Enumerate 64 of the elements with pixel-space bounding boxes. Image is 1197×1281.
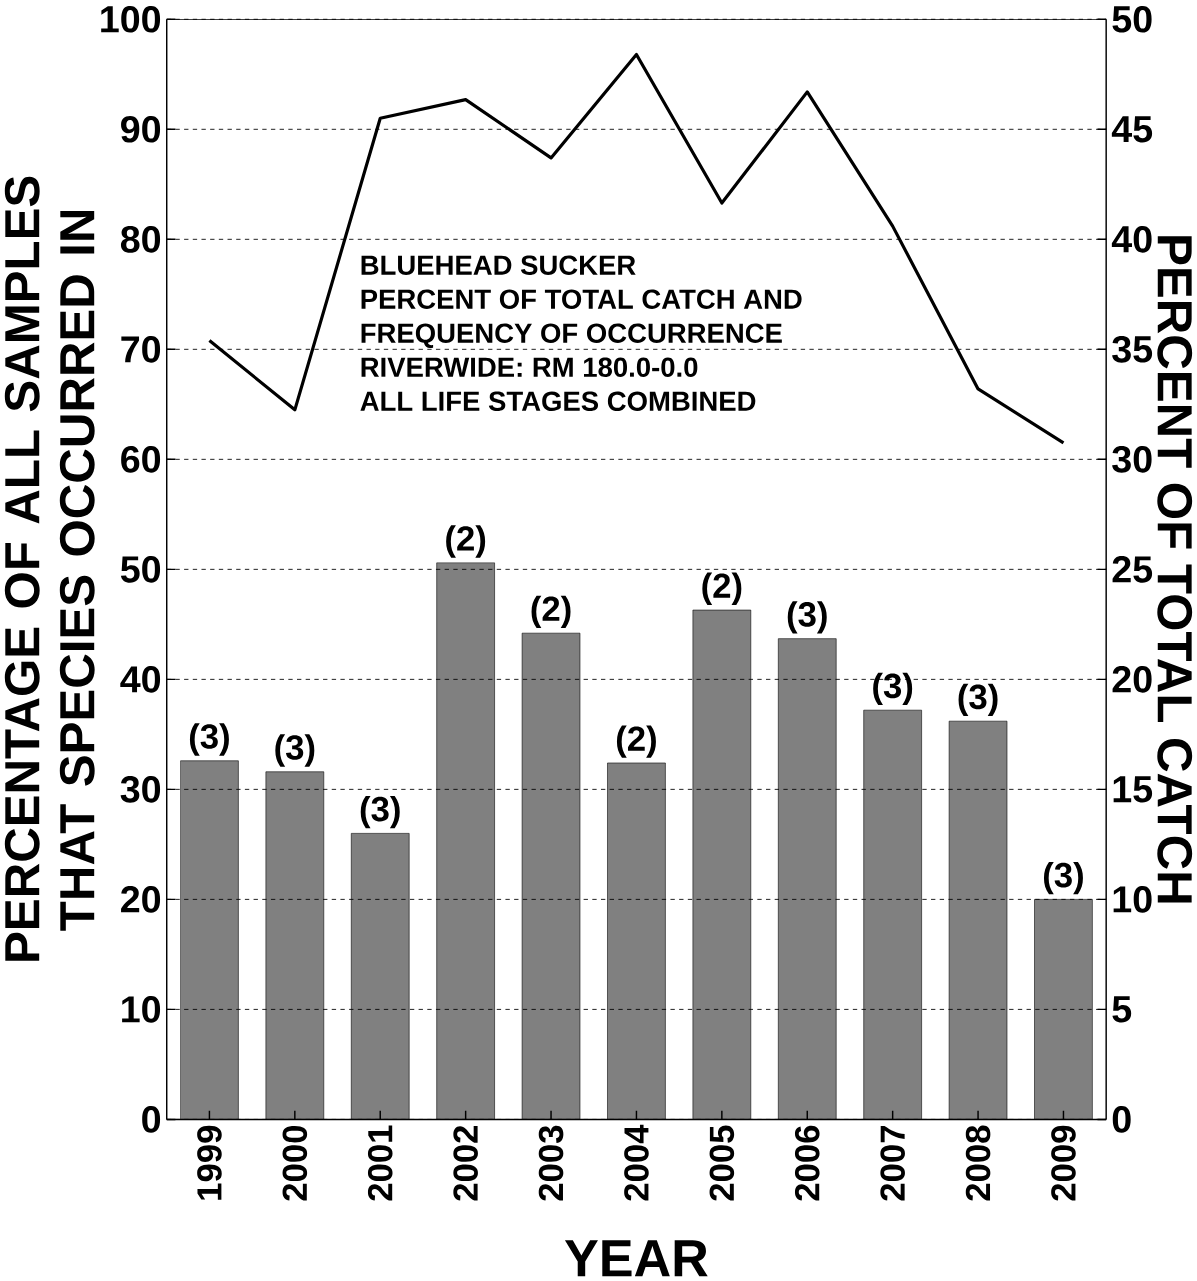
- bar: [1034, 899, 1093, 1120]
- annotation: (3): [1043, 861, 1083, 895]
- annotation: (3): [958, 683, 998, 717]
- annotation: (3): [873, 672, 913, 706]
- y2-tick-label: 35: [1112, 335, 1153, 363]
- y-tick-label: 0: [142, 1106, 161, 1133]
- bar: [436, 562, 495, 1120]
- y-tick-label: 10: [122, 996, 161, 1023]
- y2-tick-label: 50: [1112, 5, 1152, 33]
- y-tick-label: 100: [101, 5, 161, 33]
- y-tick-label: 50: [120, 556, 161, 583]
- y2-tick-label: 25: [1112, 556, 1153, 583]
- y-tick-label: 60: [121, 446, 161, 473]
- y2-tick-label: 10: [1113, 886, 1152, 913]
- bar: [863, 709, 922, 1120]
- annotation: (3): [360, 795, 400, 829]
- bar: [948, 720, 1008, 1120]
- annotation: (2): [616, 725, 656, 758]
- bar: [778, 638, 837, 1120]
- line-series: [207, 52, 1066, 445]
- annotation: RIVERWIDE: RM 180.0-0.0: [361, 357, 698, 377]
- y-tick-label: 20: [121, 886, 161, 913]
- annotation: (3): [275, 734, 315, 767]
- y2-tick-label: 40: [1111, 225, 1152, 253]
- y2-tick-label: 45: [1111, 116, 1153, 143]
- y-tick-label: 70: [121, 335, 161, 363]
- y2-tick-label: 20: [1112, 666, 1152, 693]
- x-tick-label: 2003: [538, 1125, 564, 1201]
- annotation: (3): [189, 723, 229, 756]
- annotation: (2): [531, 595, 571, 629]
- y-tick-label: 30: [120, 776, 161, 803]
- x-tick-label: 2007: [880, 1126, 905, 1201]
- x-tick-label: 1999: [197, 1125, 222, 1200]
- y-axis-title: PERCENTAGE OF ALL SAMPLES THAT SPECIES OCCURRED IN: [4, 176, 95, 961]
- x-tick-label: 2006: [794, 1125, 820, 1201]
- x-tick-label: 2001: [367, 1125, 393, 1201]
- bar: [607, 762, 666, 1120]
- y2-tick-label: 30: [1112, 445, 1152, 473]
- bar: [265, 771, 325, 1120]
- x-tick-label: 2009: [1051, 1125, 1076, 1201]
- y2-tick-label: 15: [1113, 776, 1153, 803]
- y2-tick-label: 0: [1112, 1106, 1131, 1133]
- bar: [180, 760, 239, 1120]
- bar: [692, 609, 752, 1120]
- annotation: (2): [446, 525, 486, 558]
- x-axis-title: YEAR: [564, 1240, 708, 1277]
- annotation: PERCENT OF TOTAL CATCH AND: [361, 289, 802, 309]
- x-tick-label: 2000: [282, 1125, 308, 1201]
- y-tick-label: 40: [120, 666, 161, 693]
- annotation: (2): [702, 572, 742, 605]
- bar: [521, 632, 581, 1120]
- annotation: (3): [787, 601, 827, 634]
- x-tick-label: 2005: [709, 1125, 735, 1201]
- y-tick-label: 90: [121, 115, 161, 143]
- y-tick-label: 80: [120, 225, 161, 253]
- bar: [351, 833, 410, 1120]
- y2-axis-title: PERCENT OF TOTAL CATCH: [1157, 236, 1193, 903]
- annotation: ALL LIFE STAGES COMBINED: [360, 391, 756, 411]
- annotation: FREQUENCY OF OCCURRENCE: [361, 323, 782, 349]
- text: BLUEHEAD SUCKER: [361, 255, 636, 275]
- x-tick-label: 2008: [965, 1125, 991, 1201]
- y2-tick-label: 5: [1112, 996, 1132, 1023]
- x-tick-label: 2004: [624, 1124, 649, 1201]
- x-tick-label: 2002: [453, 1125, 478, 1201]
